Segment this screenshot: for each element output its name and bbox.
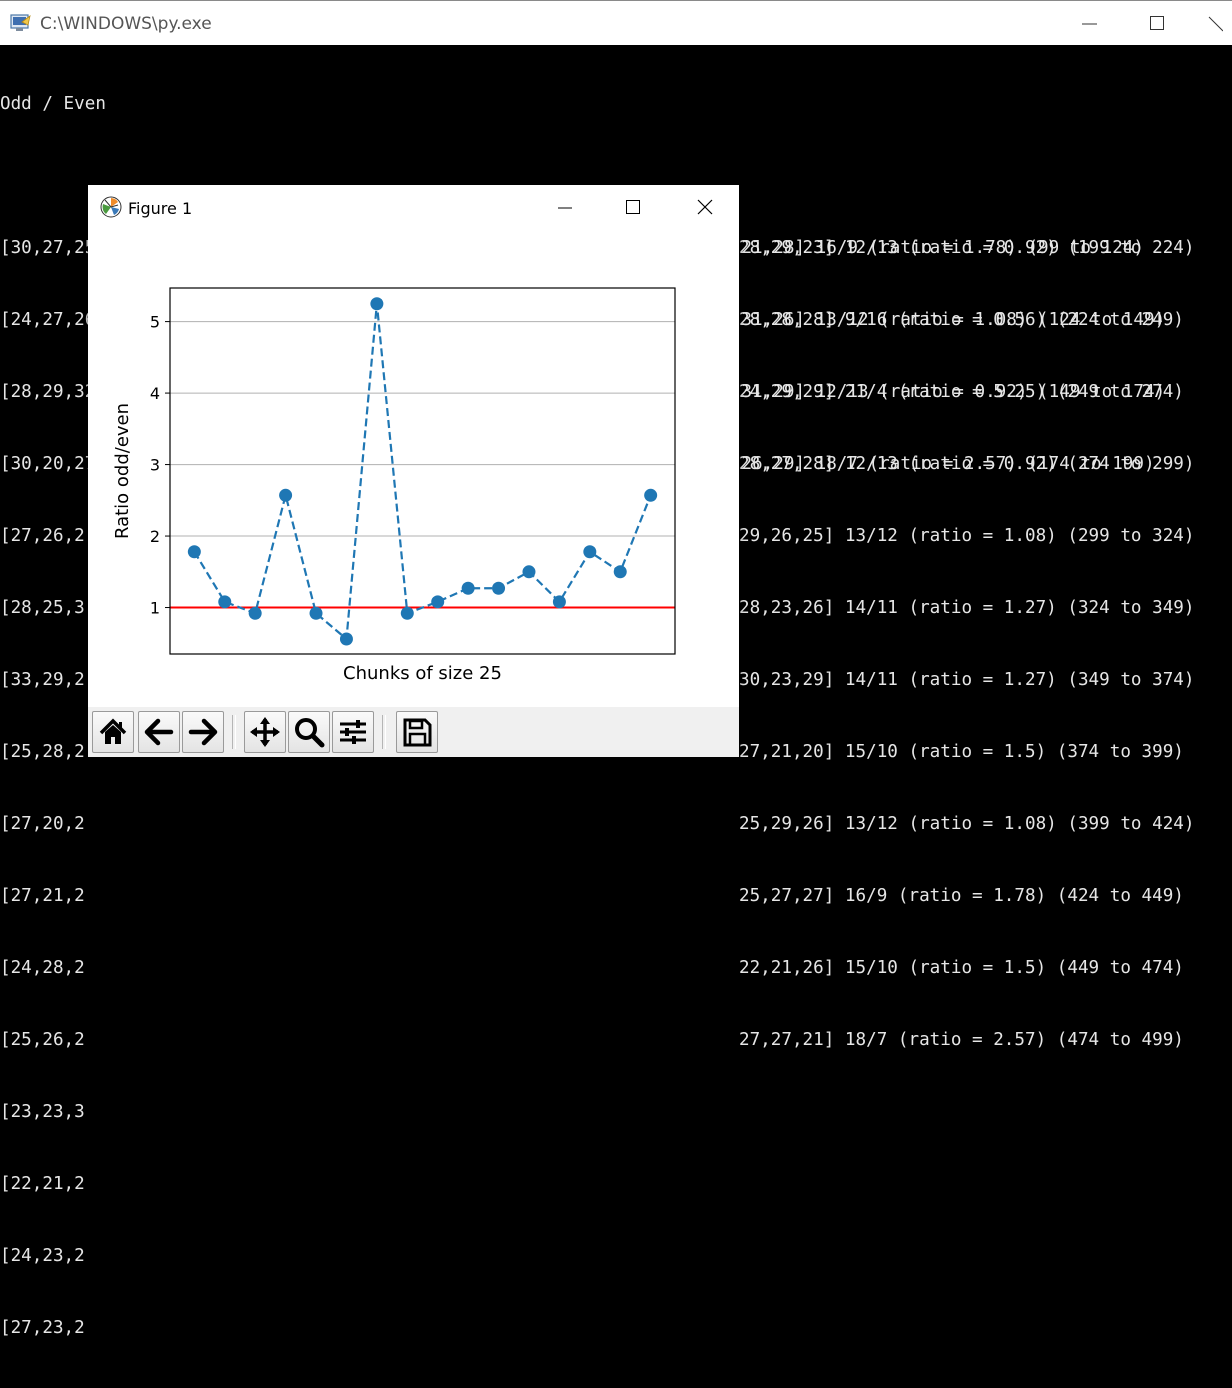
console-line-tail: 25,27,27] 16/9 (ratio = 1.78) (424 to 44… — [739, 886, 1184, 906]
data-point — [400, 606, 414, 620]
y-tick-label: 5 — [150, 313, 160, 332]
data-point — [339, 632, 353, 646]
figure-maximize-button[interactable] — [598, 185, 666, 231]
console-line-tail: 27,27,21] 18/7 (ratio = 2.57) (474 to 49… — [739, 1030, 1184, 1050]
console-titlebar[interactable]: C:\WINDOWS\py.exe — [0, 0, 1232, 45]
console-line: [28,25,3 — [0, 598, 85, 618]
data-point — [370, 297, 384, 311]
plot-area[interactable]: 1 2 3 4 5 Chunks of size 25 Ratio odd/even — [88, 231, 739, 707]
console-close-button[interactable] — [1191, 1, 1232, 46]
console-line-tail: 28,27,28] 12/13 (ratio = 0.92) (274 to 2… — [739, 454, 1195, 474]
data-point — [644, 488, 658, 502]
ratio-line-chart[interactable]: 1 2 3 4 5 Chunks of size 25 Ratio odd/even — [88, 231, 739, 707]
save-button[interactable] — [396, 711, 438, 753]
console-line-tail: 28,29,23] 12/13 (ratio = 0.92) (199 to 2… — [739, 238, 1195, 258]
data-point — [279, 488, 293, 502]
data-point — [522, 565, 536, 579]
figure-titlebar[interactable]: Figure 1 — [88, 185, 739, 231]
y-axis-label: Ratio odd/even — [112, 403, 133, 539]
zoom-icon — [295, 718, 325, 748]
console-line: [22,21,2 — [0, 1174, 85, 1194]
console-line-tail: 24,29,29] 21/4 (ratio = 5.25) (249 to 27… — [739, 382, 1184, 402]
figure-close-button[interactable] — [670, 185, 738, 231]
minimize-icon — [1082, 23, 1097, 25]
maximize-icon — [626, 200, 640, 214]
data-point — [431, 595, 445, 609]
forward-button[interactable] — [182, 711, 224, 753]
console-line-tail: 28,28,28] 9/16 (ratio = 0.56) (224 to 24… — [739, 310, 1184, 330]
console-line-tail: 30,23,29] 14/11 (ratio = 1.27) (349 to 3… — [739, 670, 1195, 690]
y-tick-label: 1 — [150, 599, 160, 618]
back-button[interactable] — [138, 711, 180, 753]
y-tick-label: 3 — [150, 456, 160, 475]
console-line: [24,23,2 — [0, 1246, 85, 1266]
console-output-right: 28,29,23] 12/13 (ratio = 0.92) (199 to 2… — [739, 188, 1194, 1100]
data-point — [552, 595, 566, 609]
close-icon — [1208, 16, 1223, 32]
figure-window[interactable]: Figure 1 1 2 3 4 5 Chunks of size 25 Ratio odd… — [88, 185, 739, 757]
figure-toolbar — [88, 707, 739, 757]
python-app-icon — [10, 13, 32, 33]
data-point — [613, 565, 627, 579]
configure-subplots-button[interactable] — [332, 711, 374, 753]
console-line-tail: 29,26,25] 13/12 (ratio = 1.08) (299 to 3… — [739, 526, 1195, 546]
console-line: [33,29,2 — [0, 670, 85, 690]
data-point — [583, 545, 597, 559]
maximize-icon — [1150, 16, 1164, 30]
figure-minimize-button[interactable] — [530, 185, 598, 231]
zoom-button[interactable] — [288, 711, 330, 753]
console-line: [27,26,2 — [0, 526, 85, 546]
console-line-tail: 28,23,26] 14/11 (ratio = 1.27) (324 to 3… — [739, 598, 1195, 618]
series-line — [193, 303, 652, 642]
data-point — [309, 606, 323, 620]
console-minimize-button[interactable] — [1055, 1, 1123, 46]
console-line: [25,28,2 — [0, 742, 85, 762]
close-icon — [697, 199, 713, 215]
y-tick-label: 4 — [150, 384, 160, 403]
forward-icon — [188, 718, 218, 746]
data-point — [492, 581, 506, 595]
toolbar-separator — [232, 715, 236, 749]
y-tick-label: 2 — [150, 527, 160, 546]
console-maximize-button[interactable] — [1123, 1, 1191, 46]
x-axis-label: Chunks of size 25 — [343, 663, 502, 684]
configure-subplots-icon — [340, 720, 366, 744]
data-point — [248, 606, 262, 620]
toolbar-separator — [382, 715, 386, 749]
data-point — [218, 595, 232, 609]
console-line: [23,23,3 — [0, 1102, 85, 1122]
pan-icon — [250, 717, 280, 747]
back-icon — [144, 718, 174, 746]
pan-button[interactable] — [244, 711, 286, 753]
minimize-icon — [558, 207, 572, 209]
console-line-tail: 22,21,26] 15/10 (ratio = 1.5) (449 to 47… — [739, 958, 1184, 978]
console-line-tail: 25,29,26] 13/12 (ratio = 1.08) (399 to 4… — [739, 814, 1195, 834]
axes-frame — [169, 287, 676, 655]
data-point — [461, 581, 475, 595]
home-icon — [99, 718, 127, 744]
home-button[interactable] — [92, 711, 134, 753]
matplotlib-app-icon — [100, 196, 122, 223]
console-window-title: C:\WINDOWS\py.exe — [40, 14, 212, 34]
console-header-line: Odd / Even — [0, 94, 106, 114]
console-line-tail: 27,21,20] 15/10 (ratio = 1.5) (374 to 39… — [739, 742, 1184, 762]
console-line: [27,23,2 — [0, 1318, 85, 1338]
figure-window-title: Figure 1 — [128, 199, 193, 218]
save-icon — [403, 718, 432, 747]
data-point — [187, 545, 201, 559]
